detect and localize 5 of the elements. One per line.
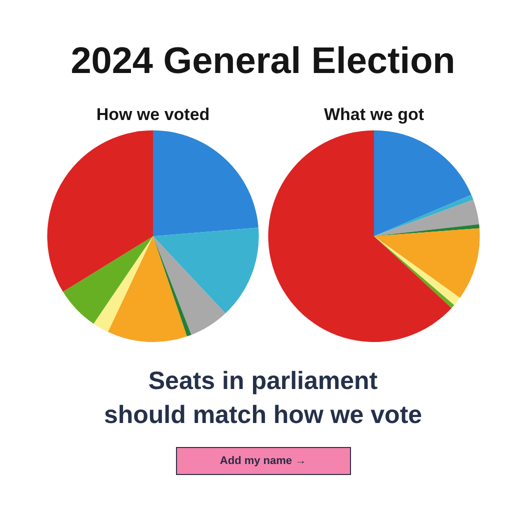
text: 2024 General Election — [70, 40, 456, 81]
text: Seats in parliament should match how we vote — [102, 366, 424, 431]
chart-title: How we voted — [96, 104, 210, 124]
button: Add my name → — [176, 446, 350, 475]
chart-title: What we got — [323, 104, 424, 124]
